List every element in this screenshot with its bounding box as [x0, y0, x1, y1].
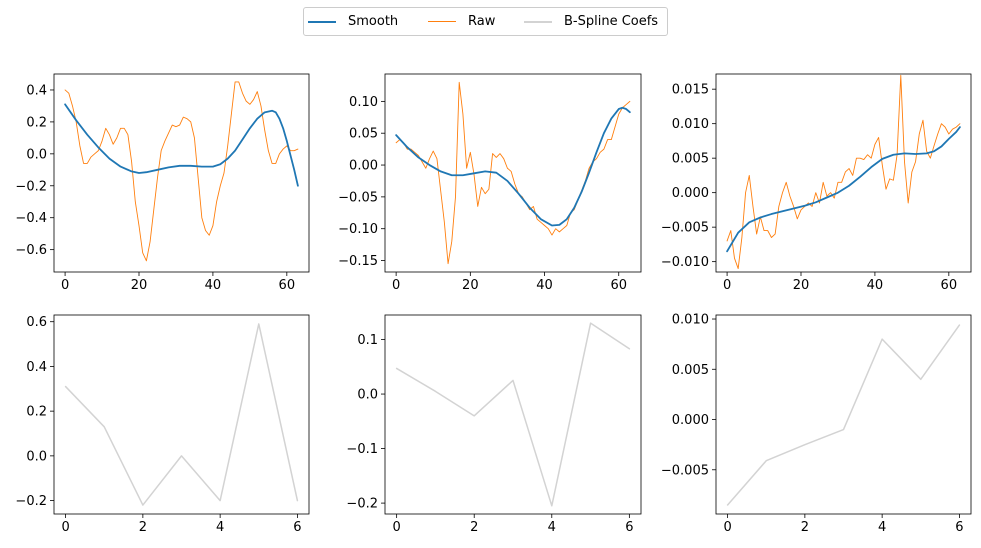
y-tick-label: 0.015	[672, 83, 709, 98]
x-tick-label: 20	[793, 278, 810, 293]
legend-item-bspline: B-Spline Coefs	[524, 8, 658, 35]
x-tick-label: 4	[216, 520, 224, 535]
x-tick-label: 0	[392, 520, 400, 535]
axes-frame	[384, 314, 642, 515]
series-raw-line	[64, 81, 299, 262]
legend-swatch-raw	[428, 21, 456, 22]
x-tick-label: 4	[878, 520, 886, 535]
x-tick-label: 60	[279, 278, 296, 293]
y-tick-label: 0.0	[26, 147, 47, 162]
series-smooth-line	[395, 106, 631, 227]
y-tick-label: −0.2	[15, 494, 47, 509]
y-tick-label: 0.2	[26, 405, 47, 420]
x-tick-label: 60	[941, 278, 958, 293]
y-tick-label: −0.10	[338, 222, 378, 237]
legend-label-smooth: Smooth	[348, 14, 399, 29]
x-tick-label: 0	[392, 278, 400, 293]
x-tick-label: 20	[462, 278, 479, 293]
x-tick-label: 40	[867, 278, 884, 293]
y-tick-label: 0.1	[357, 333, 378, 348]
x-tick-label: 20	[131, 278, 148, 293]
subplot-2: 0 20 40 60 −0.15 −0.10 −0.05 0.00 0.05 0.10	[338, 73, 642, 293]
y-tick-label: −0.005	[661, 221, 709, 236]
y-tick-label: −0.005	[661, 463, 709, 478]
y-tick-label: 0.6	[26, 315, 47, 330]
x-tick-label: 0	[723, 520, 731, 535]
y-tick-label: 0.005	[672, 363, 709, 378]
x-tick-label: 40	[205, 278, 222, 293]
x-tick-label: 60	[610, 278, 627, 293]
series-b-spline-coefs-line	[64, 323, 299, 506]
legend-swatch-smooth	[308, 20, 336, 23]
subplot-5: 0 2 4 6 −0.2 −0.1 0.0 0.1	[346, 314, 642, 535]
axes-frame	[715, 73, 972, 273]
x-tick-label: 6	[955, 520, 963, 535]
x-tick-label: 2	[801, 520, 809, 535]
axes-frame	[384, 73, 642, 273]
y-tick-label: −0.2	[15, 179, 47, 194]
x-tick-label: 6	[293, 520, 301, 535]
y-tick-label: 0.05	[349, 127, 378, 142]
y-tick-label: 0.0	[357, 388, 378, 403]
y-tick-label: 0.0	[26, 449, 47, 464]
y-tick-label: 0.2	[26, 115, 47, 130]
axes-frame	[715, 314, 972, 515]
y-tick-label: 0.4	[26, 83, 47, 98]
y-tick-label: 0.4	[26, 360, 47, 375]
x-tick-label: 0	[61, 520, 69, 535]
x-tick-label: 6	[625, 520, 633, 535]
subplot-6: 0 2 4 6 −0.005 0.000 0.005 0.010	[661, 313, 972, 535]
x-tick-label: 4	[548, 520, 556, 535]
y-tick-label: 0.010	[672, 117, 709, 132]
y-tick-label: 0.005	[672, 152, 709, 167]
legend: Smooth Raw B-Spline Coefs	[303, 7, 668, 36]
y-tick-label: −0.6	[15, 243, 47, 258]
series-raw-line	[395, 81, 631, 265]
y-tick-label: 0.010	[672, 313, 709, 328]
series-smooth-line	[64, 103, 299, 187]
x-tick-label: 40	[536, 278, 553, 293]
legend-item-smooth: Smooth	[308, 8, 398, 35]
y-tick-label: −0.4	[15, 211, 47, 226]
y-tick-label: −0.15	[338, 254, 378, 269]
y-tick-label: −0.05	[338, 190, 378, 205]
legend-swatch-bspline	[524, 20, 552, 23]
y-tick-label: 0.00	[349, 159, 378, 174]
axes-frame	[53, 73, 310, 273]
x-tick-label: 0	[61, 278, 69, 293]
x-tick-label: 2	[139, 520, 147, 535]
x-tick-label: 0	[723, 278, 731, 293]
y-tick-label: −0.1	[346, 442, 378, 457]
y-tick-label: 0.10	[349, 95, 378, 110]
y-tick-label: −0.010	[661, 255, 709, 270]
subplot-3: 0 20 40 60 −0.010 −0.005 0.000 0.005 0.010 0.015	[661, 73, 972, 293]
subplot-1: 0 20 40 60 −0.6 −0.4 −0.2 0.0 0.2 0.4	[15, 73, 310, 293]
series-raw-line	[726, 74, 961, 269]
legend-label-raw: Raw	[468, 14, 496, 29]
axes-frame	[53, 314, 310, 515]
legend-item-raw: Raw	[428, 8, 495, 35]
subplot-4: 0 2 4 6 −0.2 0.0 0.2 0.4 0.6	[15, 314, 310, 535]
y-tick-label: 0.000	[672, 186, 709, 201]
series-b-spline-coefs-line	[726, 324, 961, 506]
x-tick-label: 2	[470, 520, 478, 535]
legend-label-bspline: B-Spline Coefs	[564, 14, 659, 29]
series-smooth-line	[726, 126, 961, 253]
series-b-spline-coefs-line	[395, 322, 631, 507]
y-tick-label: −0.2	[346, 497, 378, 512]
y-tick-label: 0.000	[672, 413, 709, 428]
